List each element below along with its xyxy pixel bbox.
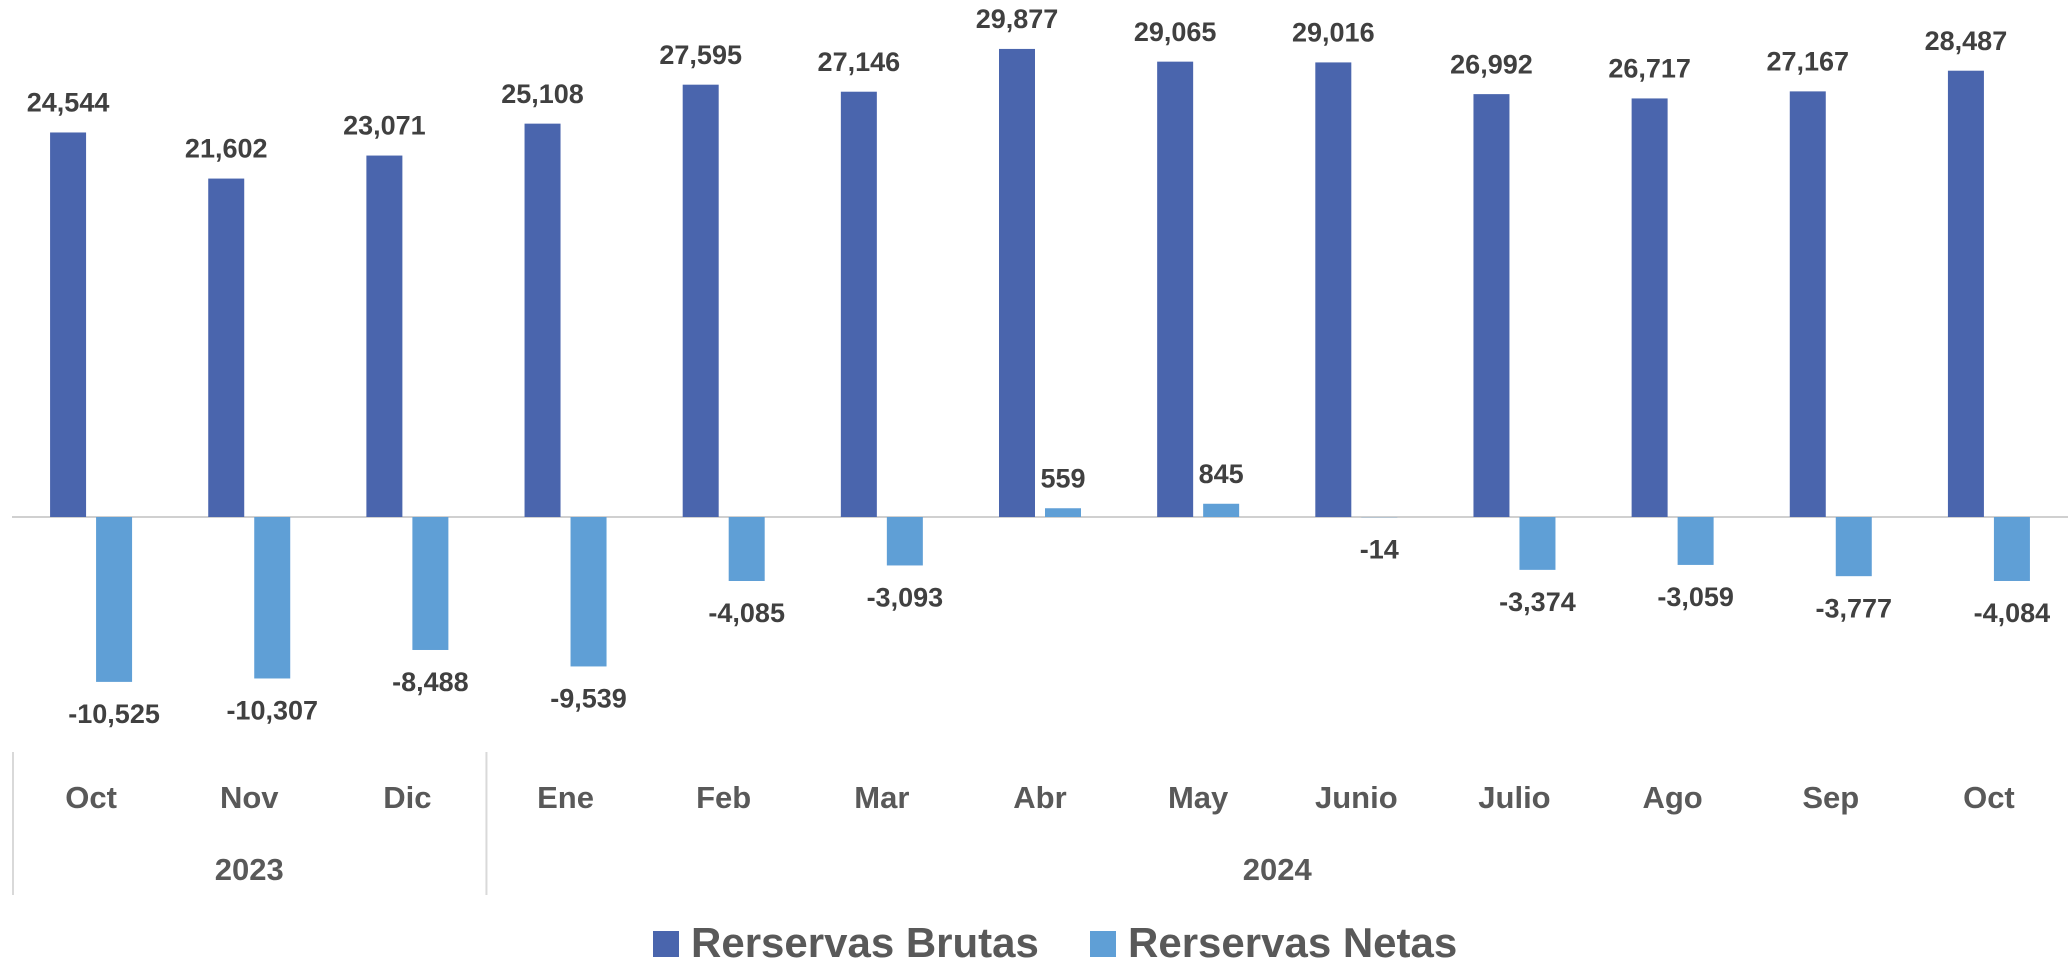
x-tick-label: Ene	[537, 780, 594, 815]
bar	[1677, 517, 1714, 565]
data-label: -3,059	[1657, 582, 1734, 612]
bar	[728, 517, 765, 581]
bar	[1631, 98, 1668, 518]
bar	[524, 123, 561, 518]
data-label: 27,146	[818, 47, 901, 77]
data-label: -4,085	[708, 598, 785, 628]
bar	[1789, 91, 1826, 517]
x-tick-label: Feb	[696, 780, 751, 815]
data-label: 21,602	[185, 134, 268, 164]
data-label: -9,539	[550, 684, 627, 714]
data-label: 23,071	[343, 111, 426, 141]
x-tick-label: Junio	[1315, 780, 1398, 815]
bar	[1315, 62, 1352, 517]
data-label: 27,595	[659, 40, 742, 70]
bar	[1519, 517, 1556, 570]
data-label: -8,488	[392, 667, 469, 697]
legend-swatch	[653, 931, 679, 957]
bar	[208, 178, 245, 517]
bar	[999, 48, 1035, 517]
bar	[886, 517, 923, 566]
bar	[366, 155, 403, 518]
data-label: -10,525	[68, 699, 160, 729]
bar	[1045, 508, 1081, 517]
data-label: 28,487	[1925, 26, 2008, 56]
bar	[50, 132, 87, 517]
legend-swatch	[1090, 931, 1116, 957]
group-label: 2024	[1243, 852, 1313, 887]
data-label: -3,093	[867, 583, 944, 613]
bar	[254, 517, 291, 679]
data-label: 29,877	[976, 4, 1059, 34]
data-label: 27,167	[1766, 47, 1849, 77]
x-tick-label: Oct	[1963, 780, 2015, 815]
data-label: -3,777	[1815, 593, 1892, 623]
data-label: 26,992	[1450, 49, 1533, 79]
x-tick-label: Sep	[1802, 780, 1859, 815]
bar	[96, 517, 133, 682]
bar	[412, 517, 449, 650]
data-label: -3,374	[1499, 587, 1576, 617]
data-label: 24,544	[27, 88, 110, 118]
data-label: 559	[1040, 463, 1085, 493]
x-tick-label: Ago	[1642, 780, 1702, 815]
bar	[1203, 503, 1240, 517]
data-label: 26,717	[1608, 54, 1691, 84]
data-label: -14	[1360, 534, 1399, 564]
x-tick-label: Julio	[1478, 780, 1550, 815]
legend-label: Rerservas Brutas	[691, 919, 1039, 964]
bar	[1993, 517, 2030, 581]
bar	[1947, 70, 1984, 517]
data-label: -10,307	[226, 696, 318, 726]
bar	[1835, 517, 1872, 577]
bar	[1473, 94, 1510, 517]
bar	[570, 517, 607, 667]
bar	[840, 91, 877, 517]
x-tick-label: Abr	[1013, 780, 1066, 815]
data-label: 25,108	[501, 79, 584, 109]
x-tick-label: Oct	[65, 780, 117, 815]
x-tick-label: Mar	[854, 780, 909, 815]
x-tick-label: Nov	[220, 780, 279, 815]
legend-label: Rerservas Netas	[1128, 919, 1457, 964]
x-tick-label: May	[1168, 780, 1229, 815]
data-label: 845	[1199, 459, 1244, 489]
group-label: 2023	[215, 852, 284, 887]
data-label: 29,016	[1292, 18, 1375, 48]
data-label: 29,065	[1134, 17, 1217, 47]
bar	[1157, 61, 1194, 517]
data-label: -4,084	[1974, 598, 2051, 628]
x-tick-label: Dic	[383, 780, 431, 815]
bar	[682, 84, 719, 517]
